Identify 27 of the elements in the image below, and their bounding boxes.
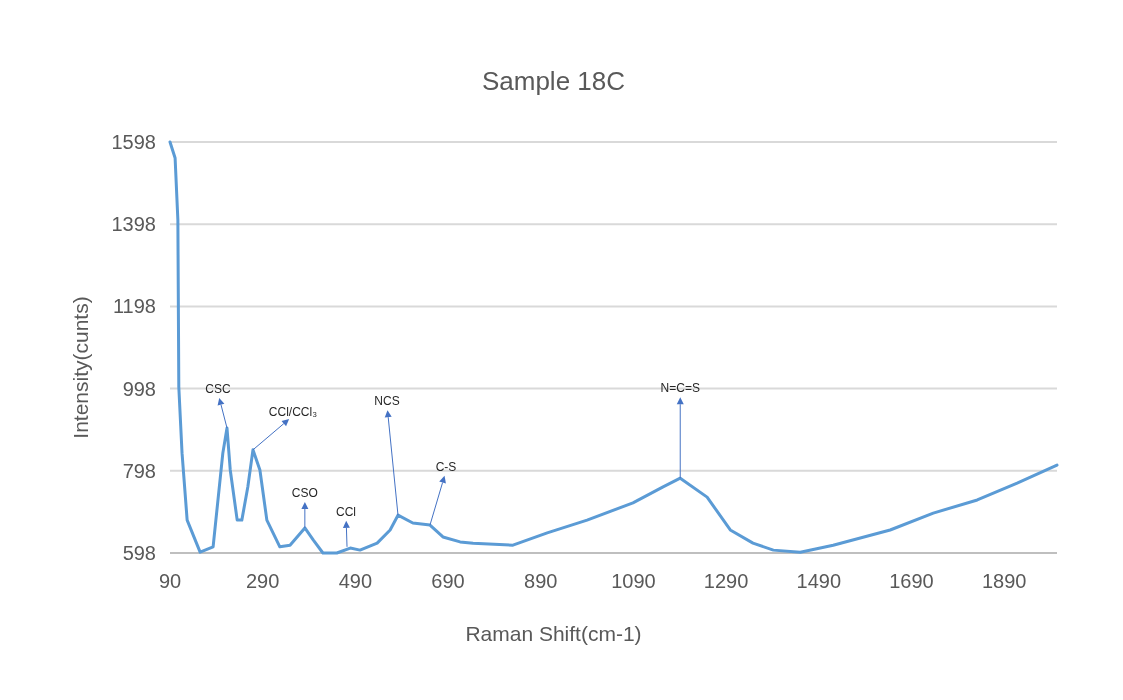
chart-title: Sample 18C — [481, 66, 626, 96]
line-series — [168, 140, 1059, 555]
x-tick-label: 890 — [524, 570, 558, 592]
x-tick-label: 690 — [431, 570, 465, 592]
x-axis-title: Raman Shift(cm-1) — [465, 622, 642, 645]
y-axis-title: Intensity(cunts) — [69, 296, 92, 439]
x-tick-label: 90 — [158, 570, 182, 592]
annotation: CSC — [205, 382, 231, 397]
annotation: CCl — [336, 504, 357, 519]
x-tick-label: 1090 — [611, 570, 656, 592]
annotation: CCl/CCl₃ — [268, 404, 318, 419]
annotation: CSO — [291, 485, 318, 500]
x-tick-label: 1690 — [889, 570, 934, 592]
y-tick-label: 998 — [122, 377, 156, 400]
y-tick-label: 1198 — [112, 295, 156, 318]
x-tick-label: 490 — [338, 570, 373, 592]
x-tick-label: 1490 — [796, 570, 842, 592]
annotation: NCS — [374, 394, 400, 409]
x-tick-label: 1890 — [981, 570, 1027, 592]
annotation: C-S — [435, 460, 457, 475]
x-tick-label: 1290 — [703, 570, 749, 592]
y-tick-label: 598 — [122, 542, 156, 564]
annotation: N=C=S — [660, 381, 700, 396]
x-tick-label: 290 — [246, 570, 280, 592]
y-tick-label: 798 — [122, 459, 156, 482]
y-tick-label: 1598 — [111, 131, 156, 153]
y-tick-label: 1398 — [111, 213, 156, 236]
